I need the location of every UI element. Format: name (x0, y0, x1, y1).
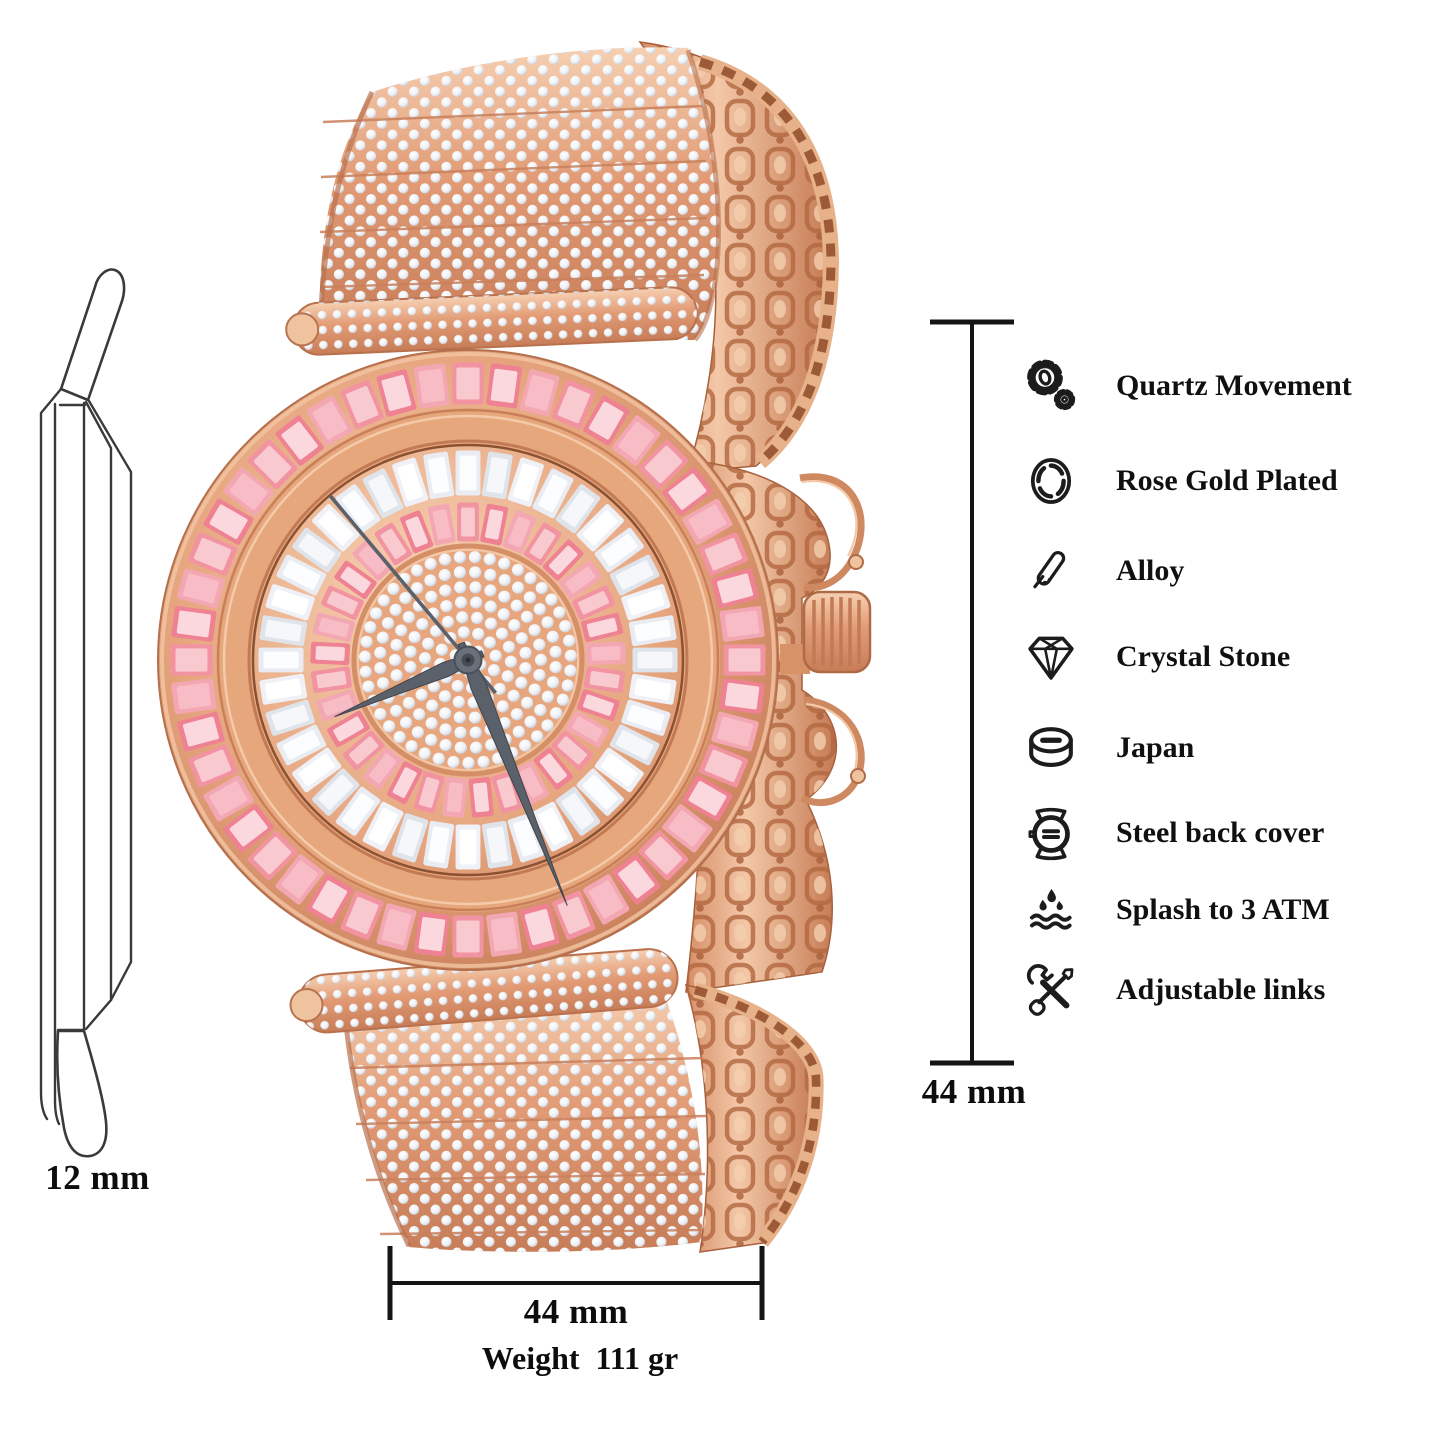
watch-side-profile-drawing (39, 268, 133, 1158)
pink-baguette-bezel (170, 362, 766, 958)
watch-photo (157, 41, 1014, 1320)
profile-top-hook (59, 268, 126, 402)
feature-label: Japan (1116, 731, 1195, 764)
watch-hands (328, 494, 568, 906)
feature-row-alloy: Alloy (1016, 537, 1184, 605)
wrench-screwdriver-icon (1016, 962, 1086, 1018)
width-label: 44 mm (523, 1292, 629, 1331)
feature-label: Adjustable links (1116, 973, 1326, 1006)
clasp-hardware (799, 473, 866, 807)
bottom-lug-bar (289, 948, 679, 1034)
weight-label: Weight 111 gr (481, 1340, 679, 1376)
crown (780, 590, 872, 674)
case-bezel-icon (1016, 453, 1086, 509)
feature-label: Rose Gold Plated (1116, 464, 1338, 497)
bracelet-bottom (342, 988, 707, 1252)
height-dimension-line (930, 319, 1014, 1066)
feature-row-adjustable-links: Adjustable links (1016, 956, 1325, 1024)
feature-row-rose-gold-plated: Rose Gold Plated (1016, 447, 1338, 515)
bracelet-top (317, 47, 721, 342)
thickness-label: 12 mm (45, 1158, 150, 1197)
water-drops-icon (1016, 883, 1086, 937)
feature-row-crystal-stone: Crystal Stone (1016, 623, 1290, 691)
watch-caseback-icon (1016, 803, 1086, 863)
gears-icon (1016, 357, 1086, 415)
movement-disc-icon (1016, 719, 1086, 777)
height-label: 44 mm (921, 1072, 1027, 1111)
feature-label: Crystal Stone (1116, 640, 1291, 673)
metal-bar-icon (1016, 545, 1086, 597)
watch-case (157, 349, 779, 971)
feature-label: Quartz Movement (1116, 369, 1352, 402)
feature-row-quartz-movement: Quartz Movement (1016, 352, 1352, 420)
feature-label: Splash to 3 ATM (1116, 893, 1330, 926)
feature-row-japan: Japan (1016, 714, 1194, 782)
feature-row-steel-back-cover: Steel back cover (1016, 799, 1324, 867)
pink-baguette-ring (310, 502, 626, 818)
profile-bottom-hook (55, 1029, 108, 1158)
feature-label: Alloy (1116, 554, 1185, 587)
width-dimension-line (387, 1246, 765, 1320)
feature-row-splash: Splash to 3 ATM (1016, 876, 1330, 944)
feature-label: Steel back cover (1116, 816, 1325, 849)
diamond-icon (1016, 629, 1086, 685)
white-baguette-ring (258, 450, 678, 870)
top-lug-bar (285, 286, 698, 356)
